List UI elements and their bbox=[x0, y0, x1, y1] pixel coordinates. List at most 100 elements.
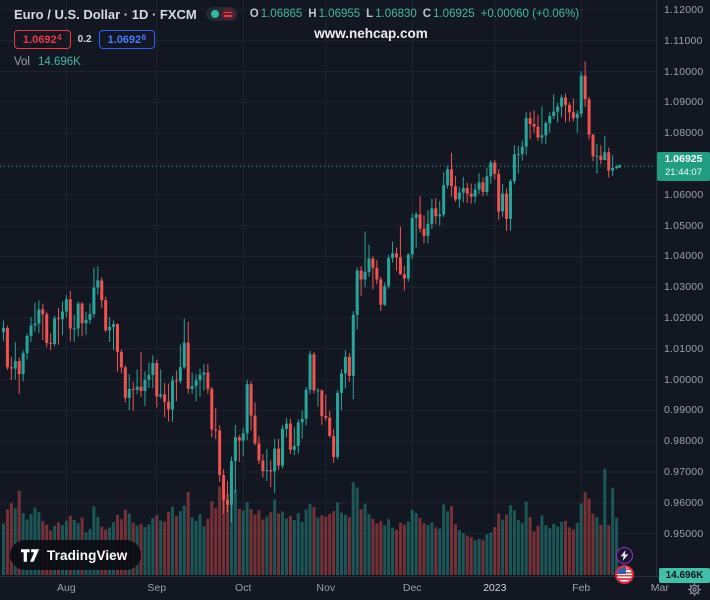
volume-bar bbox=[367, 514, 371, 575]
candle-body bbox=[524, 118, 528, 147]
price-axis[interactable]: 1.120001.110001.100001.090001.080001.070… bbox=[656, 0, 710, 576]
volume-bar bbox=[363, 503, 367, 575]
volume-bar bbox=[170, 506, 174, 575]
volume-bar bbox=[450, 505, 454, 575]
price-tick-label: 0.97000 bbox=[664, 466, 704, 478]
volume-bar bbox=[402, 524, 406, 575]
volume-bar bbox=[575, 523, 579, 575]
candle-body bbox=[292, 445, 296, 450]
candle-body bbox=[395, 253, 398, 258]
candle-body bbox=[72, 328, 76, 330]
volume-bar bbox=[493, 527, 497, 575]
sell-bid-button[interactable]: 1.0692 4 bbox=[14, 30, 71, 49]
candle-body bbox=[25, 335, 29, 354]
volume-bar bbox=[304, 509, 308, 575]
candle-body bbox=[60, 311, 64, 320]
candle-body bbox=[422, 228, 426, 236]
candle-body bbox=[438, 214, 442, 217]
last-price-label[interactable]: 1.06925 21:44:07 bbox=[657, 152, 710, 181]
candle-body bbox=[190, 386, 194, 389]
volume-bar bbox=[147, 524, 151, 575]
candle-body bbox=[13, 361, 17, 369]
volume-bar bbox=[473, 540, 477, 575]
candle-body bbox=[210, 388, 214, 430]
candle-body bbox=[501, 193, 505, 212]
candle-body bbox=[159, 394, 163, 397]
last-price-value: 1.06925 bbox=[664, 153, 703, 165]
candle-body bbox=[351, 314, 355, 376]
candle-body bbox=[202, 372, 206, 375]
volume-bar bbox=[481, 539, 485, 575]
last-volume-label: 14.696K bbox=[659, 568, 710, 583]
volume-bar bbox=[163, 521, 167, 575]
volume-value: 14.696K bbox=[38, 56, 81, 68]
candle-body bbox=[591, 134, 595, 157]
candle-body bbox=[347, 356, 351, 376]
volume-bar bbox=[556, 526, 560, 575]
candle-body bbox=[465, 188, 469, 194]
volume-bar bbox=[512, 510, 516, 575]
price-tick-label: 1.10000 bbox=[664, 65, 704, 78]
candle-body bbox=[198, 374, 202, 381]
candle-body bbox=[343, 356, 347, 374]
candle-body bbox=[359, 270, 363, 280]
candle-body bbox=[17, 361, 21, 375]
volume-bar bbox=[182, 505, 186, 575]
candle-body bbox=[9, 367, 13, 369]
volume-bar bbox=[332, 511, 336, 575]
volume-bar bbox=[532, 531, 536, 575]
buy-ask-button[interactable]: 1.0692 6 bbox=[98, 30, 156, 49]
candle-body bbox=[80, 303, 84, 324]
price-tick-label: 1.06000 bbox=[664, 188, 704, 201]
candle-body bbox=[229, 461, 233, 505]
candle-body bbox=[245, 384, 249, 434]
high-value: 1.06955 bbox=[318, 8, 361, 20]
volume-bar bbox=[591, 513, 595, 575]
candle-body bbox=[237, 437, 241, 441]
us-flag-event-icon[interactable] bbox=[615, 565, 634, 584]
candle-body bbox=[64, 299, 68, 312]
volume-bar bbox=[548, 528, 552, 575]
candle-body bbox=[265, 470, 269, 472]
candle-body bbox=[332, 435, 336, 457]
volume-readout: Vol 14.696K bbox=[14, 56, 579, 68]
gear-icon[interactable] bbox=[686, 581, 702, 597]
volume-bar bbox=[505, 514, 509, 575]
candle-body bbox=[544, 123, 548, 136]
candle-body bbox=[284, 423, 288, 429]
candle-body bbox=[57, 318, 61, 320]
time-tick-label: Sep bbox=[147, 582, 167, 594]
volume-bar bbox=[253, 514, 257, 575]
volume-bar bbox=[336, 502, 340, 575]
candle-body bbox=[339, 373, 343, 393]
symbol-title[interactable]: Euro / U.S. Dollar · 1D · FXCM bbox=[14, 6, 197, 22]
candle-body bbox=[548, 115, 552, 124]
candle-body bbox=[450, 169, 454, 187]
tradingview-logo[interactable]: TradingView bbox=[10, 540, 142, 570]
price-tick-label: 0.99000 bbox=[664, 404, 704, 417]
candle-body bbox=[355, 270, 359, 315]
price-chart[interactable] bbox=[0, 0, 656, 576]
close-value: 1.06925 bbox=[433, 8, 475, 20]
volume-bar bbox=[571, 529, 575, 575]
volume-bar bbox=[233, 489, 237, 575]
time-axis[interactable]: Aug Sep Oct Nov Dec 2023 Feb Mar bbox=[0, 576, 710, 600]
candle-body bbox=[300, 418, 304, 423]
volume-bar bbox=[524, 501, 528, 575]
volume-bar bbox=[257, 510, 261, 575]
volume-bar bbox=[265, 516, 269, 575]
candle-body bbox=[218, 430, 222, 476]
candle-body bbox=[273, 448, 277, 472]
candle-body bbox=[430, 208, 434, 224]
candle-body bbox=[5, 327, 9, 368]
source-toggle[interactable] bbox=[205, 7, 237, 21]
candle-body bbox=[194, 380, 198, 387]
candle-body bbox=[241, 433, 245, 441]
time-tick-label: Mar bbox=[650, 582, 669, 594]
candle-body bbox=[607, 152, 611, 171]
candle-body bbox=[100, 280, 104, 301]
volume-bar bbox=[210, 501, 214, 575]
economic-event-lightning-icon[interactable] bbox=[616, 547, 633, 564]
candle-body bbox=[277, 448, 281, 466]
volume-bar bbox=[174, 516, 178, 575]
